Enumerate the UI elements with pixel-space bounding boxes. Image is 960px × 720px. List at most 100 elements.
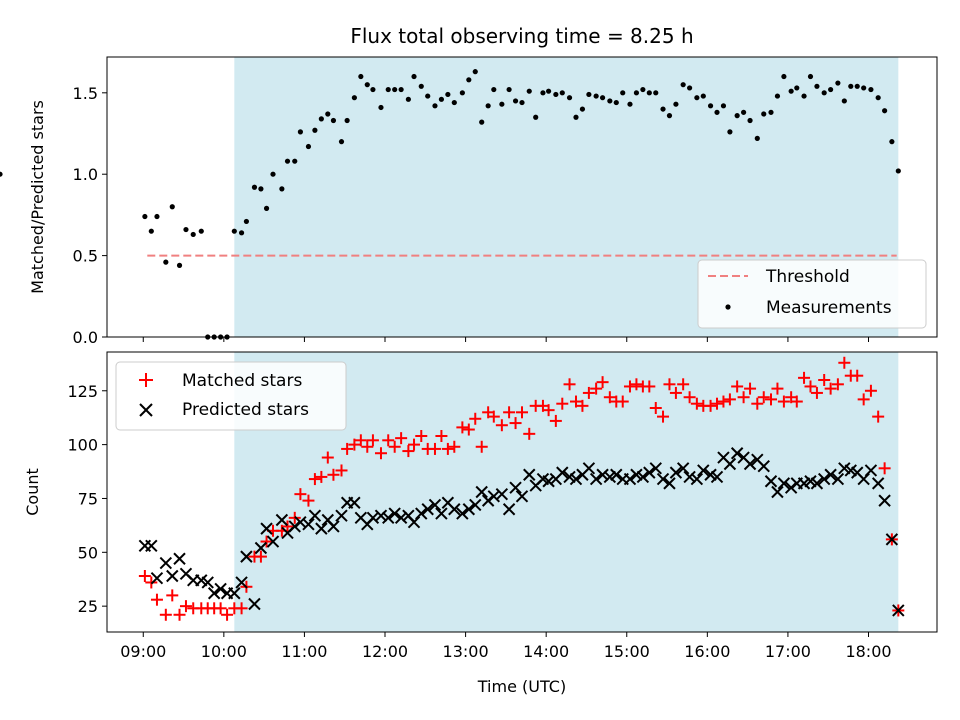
predicted-star-point xyxy=(683,470,696,484)
measurement-point xyxy=(586,91,592,98)
predicted-star-point xyxy=(542,475,555,488)
matched-star-point xyxy=(260,535,273,548)
legend-threshold-label: Threshold xyxy=(765,267,850,287)
matched-star-point xyxy=(327,468,340,481)
matched-star-point xyxy=(462,423,475,436)
predicted-star-point xyxy=(743,457,757,471)
matched-star-point xyxy=(456,421,469,434)
matched-star-point xyxy=(335,464,348,477)
matched-star-point xyxy=(838,356,851,369)
measurement-point xyxy=(364,82,370,88)
matched-star-point xyxy=(549,414,562,427)
measurement-point xyxy=(747,117,753,124)
predicted-star-point xyxy=(421,503,434,516)
matched-star-point xyxy=(348,438,361,451)
legend-box xyxy=(115,361,347,431)
x-tick-label: 09:00 xyxy=(120,642,166,661)
predicted-star-point xyxy=(366,511,380,525)
measurement-point xyxy=(318,116,324,122)
matched-star-point xyxy=(428,442,441,455)
y-tick-label: 25 xyxy=(78,597,98,616)
predicted-star-point xyxy=(348,496,361,509)
predicted-star-point xyxy=(240,550,253,563)
measurement-point xyxy=(666,113,673,119)
measurement-point xyxy=(714,109,720,115)
measurement-point xyxy=(821,90,827,96)
predicted-star-points xyxy=(138,447,905,617)
predicted-star-point xyxy=(556,466,569,479)
matched-star-point xyxy=(138,570,151,582)
measurement-point xyxy=(680,82,686,88)
matched-star-point xyxy=(804,380,817,393)
predicted-star-point xyxy=(610,468,623,481)
measurement-point xyxy=(251,184,258,190)
predicted-star-point xyxy=(515,490,529,503)
measurement-point xyxy=(774,93,781,99)
matched-star-point xyxy=(751,397,764,410)
measurement-point xyxy=(801,93,807,99)
matched-star-point xyxy=(235,602,248,615)
legend-predicted-swatch xyxy=(139,403,153,417)
measurement-point xyxy=(451,99,457,106)
matched-star-point xyxy=(711,397,724,410)
measurement-point xyxy=(573,114,579,120)
chart-title: Flux total observing time = 8.25 h xyxy=(350,24,693,48)
predicted-star-point xyxy=(207,587,221,600)
predicted-star-point xyxy=(831,472,845,486)
measurement-point xyxy=(889,139,895,145)
measurement-point xyxy=(243,218,250,225)
x-tick-label: 10:00 xyxy=(201,642,247,661)
matched-star-point xyxy=(321,451,334,464)
matched-star-point xyxy=(616,395,629,408)
measurement-point xyxy=(700,93,706,99)
matched-star-point xyxy=(790,395,803,408)
predicted-star-point xyxy=(308,509,322,522)
predicted-star-point xyxy=(878,494,891,507)
matched-star-point xyxy=(630,378,643,391)
predicted-star-point xyxy=(159,556,173,570)
measurement-point xyxy=(882,108,888,114)
predicted-star-point xyxy=(495,487,509,501)
y-tick-label: 0.0 xyxy=(73,328,98,347)
y-axis-label: Matched/Predicted stars xyxy=(28,100,47,294)
measurement-point xyxy=(0,171,3,177)
measurement-point xyxy=(445,91,451,98)
count-panel: 25 50 75 100 125 09:00 10:00 11:00 12:00 13:00 14… xyxy=(23,351,938,696)
y-tick-label: 50 xyxy=(78,543,98,562)
matched-star-point xyxy=(254,550,267,563)
matched-star-point xyxy=(503,406,516,419)
predicted-star-point xyxy=(388,507,401,520)
x-tick-label: 12:00 xyxy=(362,642,408,661)
measurement-point xyxy=(526,88,532,94)
predicted-star-point xyxy=(623,472,637,486)
matched-star-point xyxy=(281,520,294,533)
measurement-point xyxy=(694,95,700,101)
predicted-star-point xyxy=(885,533,899,546)
measurement-point xyxy=(627,101,633,107)
predicted-star-point xyxy=(810,477,824,490)
matched-star-point xyxy=(523,427,536,440)
measurement-point xyxy=(861,85,867,91)
matched-star-point xyxy=(166,589,179,602)
measurement-point xyxy=(190,231,196,238)
measurement-point xyxy=(479,119,485,125)
measurement-point xyxy=(305,143,312,150)
matched-star-point xyxy=(683,391,696,404)
predicted-star-point xyxy=(248,597,261,611)
matched-star-point xyxy=(737,391,750,404)
measurement-point xyxy=(545,88,552,94)
y-axis-ticks: 0.0 0.5 1.0 1.5 xyxy=(73,84,107,347)
x-tick-label: 15:00 xyxy=(604,642,650,661)
legend: Matched stars Predicted stars xyxy=(115,361,347,431)
predicted-star-point xyxy=(730,447,744,460)
matched-star-point xyxy=(469,412,482,425)
predicted-star-point xyxy=(214,582,227,596)
measurement-point xyxy=(506,86,512,93)
x-tick-label: 17:00 xyxy=(765,642,811,661)
matched-star-point xyxy=(777,395,790,408)
predicted-star-point xyxy=(589,472,603,486)
measurement-point xyxy=(411,73,417,80)
measurement-point xyxy=(279,186,285,192)
predicted-star-point xyxy=(382,511,395,525)
